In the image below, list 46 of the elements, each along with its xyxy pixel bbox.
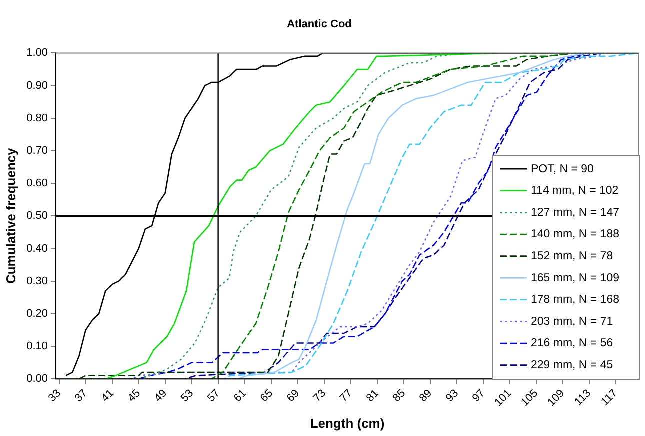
x-axis-title: Length (cm) (310, 416, 385, 431)
legend-label: 229 mm, N = 45 (531, 359, 614, 372)
legend-label: 216 mm, N = 56 (531, 338, 614, 350)
x-tick-label: 105 (519, 388, 541, 409)
legend-label: 165 mm, N = 109 (531, 272, 620, 284)
y-tick-label: 0.40 (26, 242, 48, 255)
x-tick-label: 41 (99, 388, 117, 405)
x-tick-label: 37 (72, 388, 90, 405)
x-tick-label: 81 (364, 388, 382, 405)
x-tick-label: 65 (258, 388, 276, 405)
x-tick-label: 93 (444, 388, 462, 405)
x-tick-label: 77 (338, 388, 356, 405)
x-tick-label: 85 (390, 388, 408, 405)
legend-label: 178 mm, N = 168 (531, 294, 620, 306)
x-tick-label: 97 (470, 388, 488, 405)
legend-label: 114 mm, N = 102 (531, 185, 619, 198)
legend-label: 127 mm, N = 147 (531, 206, 620, 219)
x-tick-label: 101 (492, 388, 514, 409)
legend-label: 152 mm, N = 78 (531, 250, 614, 262)
x-tick-label: 61 (232, 388, 250, 405)
y-tick-label: 0.70 (26, 145, 48, 157)
y-tick-label: 0.00 (26, 373, 48, 386)
y-tick-label: 0.30 (26, 275, 48, 288)
x-tick-label: 57 (205, 388, 223, 405)
chart-title: Atlantic Cod (287, 18, 352, 31)
legend-label: 140 mm, N = 188 (531, 228, 620, 241)
y-tick-label: 0.20 (26, 308, 48, 320)
x-tick-label: 117 (599, 388, 620, 408)
y-tick-label: 0.80 (26, 112, 48, 124)
x-tick-label: 45 (126, 388, 144, 405)
y-tick-label: 0.60 (26, 178, 48, 190)
y-tick-label: 0.10 (26, 340, 48, 353)
x-tick-label: 49 (152, 388, 170, 405)
x-tick-label: 33 (46, 388, 64, 405)
y-tick-label: 1.00 (26, 47, 48, 60)
x-tick-label: 109 (546, 388, 568, 409)
legend-label: 203 mm, N = 71 (531, 316, 614, 328)
x-tick-label: 69 (284, 388, 302, 405)
legend-label: POT, N = 90 (531, 163, 594, 176)
y-axis-title: Cumulative frequency (3, 147, 18, 284)
x-tick-label: 113 (572, 388, 594, 408)
x-tick-label: 53 (178, 388, 196, 405)
x-tick-label: 89 (417, 388, 435, 405)
y-tick-label: 0.50 (26, 210, 48, 222)
y-tick-label: 0.90 (26, 80, 48, 92)
x-tick-label: 73 (311, 388, 329, 405)
